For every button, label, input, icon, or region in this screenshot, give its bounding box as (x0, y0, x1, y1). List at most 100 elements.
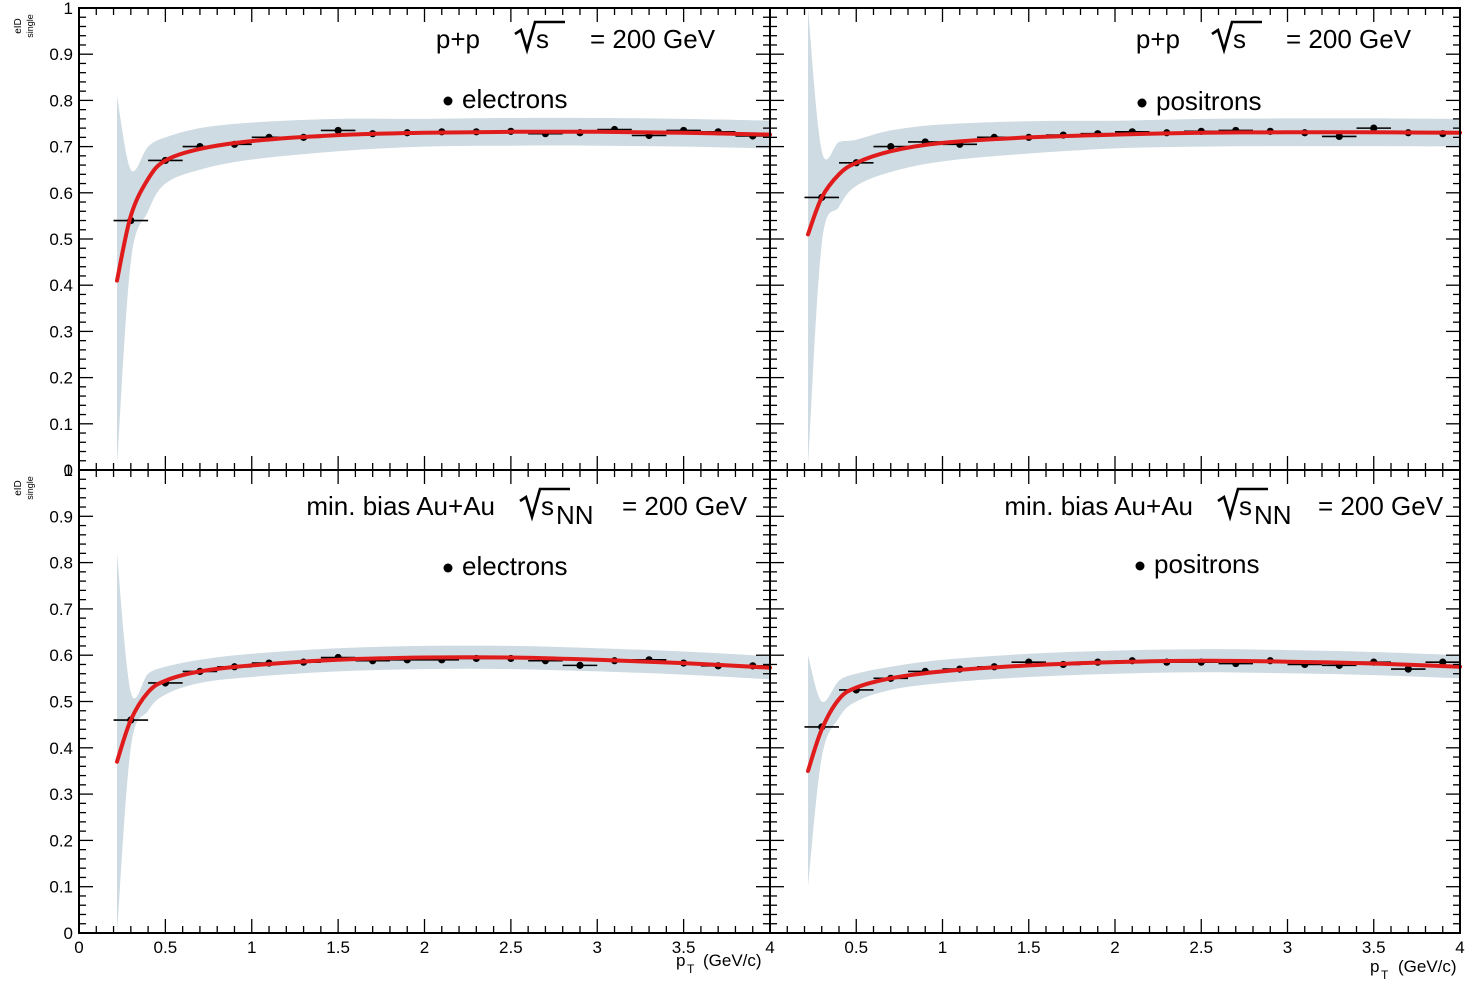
data-marker (1439, 658, 1447, 666)
y-tick-label: 0.5 (49, 230, 73, 249)
x-tick-label: 4 (1455, 938, 1464, 957)
y-tick-label: 0.8 (49, 91, 73, 110)
y-tick-label: 0.1 (49, 415, 73, 434)
y-tick-label: 0.7 (49, 600, 73, 619)
x-tick-label: 0.5 (844, 938, 868, 957)
y-tick-label: 0.2 (49, 369, 73, 388)
x-axis-title-main: p (676, 951, 685, 970)
species-label: positrons (1154, 549, 1260, 579)
data-point (1425, 658, 1460, 666)
x-tick-label: 1.5 (1017, 938, 1041, 957)
y-tick-label: 1 (64, 0, 73, 18)
data-marker (1335, 132, 1343, 141)
sqrt-symbol (514, 20, 565, 55)
y-tick-label: 0.2 (49, 831, 73, 850)
x-tick-label: 3.5 (1362, 938, 1386, 957)
y-tick-label: 0.1 (49, 878, 73, 897)
panel-top-right: p+p s = 200 GeV positrons (769, 7, 1462, 471)
data-point (1322, 132, 1357, 141)
x-axis-title-sub: T (687, 962, 695, 976)
data-point (1356, 124, 1391, 132)
sqrt-s-label: s (1239, 491, 1252, 521)
collision-system-label: p+p (436, 24, 480, 54)
x-tick-label: 3.5 (672, 938, 696, 957)
y-tick-label: 0.8 (49, 554, 73, 573)
y-axis-title-top: eID single (13, 14, 35, 38)
legend-marker (443, 563, 453, 573)
sqrt-symbol (1217, 487, 1268, 522)
y-tick-label: 1 (64, 461, 73, 480)
x-axis-title-sub: T (1381, 968, 1389, 982)
x-tick-label: 2 (420, 938, 429, 957)
sqrt-s-label: s (536, 24, 549, 54)
y-tick-label: 0.3 (49, 322, 73, 341)
energy-label: = 200 GeV (1318, 491, 1444, 521)
x-tick-label: 3 (1283, 938, 1292, 957)
x-tick-label: 1 (938, 938, 947, 957)
x-tick-label: 4 (765, 938, 774, 957)
data-marker (334, 126, 342, 135)
x-tick-label: 2 (1110, 938, 1119, 957)
x-axis-title-unit: (GeV/c) (703, 951, 762, 970)
data-marker (576, 661, 584, 669)
x-tick-label: 3 (593, 938, 602, 957)
sqrt-s-label: s (541, 491, 554, 521)
energy-subscript: NN (1254, 500, 1292, 530)
y-tick-label: 0.9 (49, 45, 73, 64)
systematic-band (808, 649, 1460, 887)
species-label: electrons (462, 551, 568, 581)
data-marker (1370, 124, 1378, 132)
panel-bottom-right: 0.5 1 1.5 2 2.5 3 3.5 4 min. bias Au+Au s NN = 200 … (769, 469, 1465, 957)
y-axis-title-sub: single (25, 14, 35, 38)
collision-system-label: p+p (1136, 24, 1180, 54)
data-marker (1404, 665, 1412, 673)
y-axis-title-bottom: eID single (13, 476, 35, 500)
y-tick-label: 0.6 (49, 184, 73, 203)
y-tick-label: 0 (64, 924, 73, 943)
data-marker (887, 143, 895, 151)
sqrt-s-label: s (1233, 24, 1246, 54)
sqrt-symbol (1211, 20, 1262, 55)
energy-label: = 200 GeV (1286, 24, 1412, 54)
data-point (1391, 665, 1426, 673)
y-tick-label: 0.5 (49, 693, 73, 712)
fit-curve (806, 658, 1462, 773)
legend-marker (443, 96, 453, 106)
y-tick-label: 0.9 (49, 507, 73, 526)
x-axis-title-left: p T (GeV/c) (676, 951, 762, 976)
species-label: electrons (462, 84, 568, 114)
x-axis-title-right: p T (GeV/c) (1370, 957, 1457, 982)
panels: 0 0.1 0.2 0.3 0.4 0.5 0.6 0.7 0.8 0.9 1 p+p s = 200 G… (49, 0, 1464, 957)
species-label: positrons (1156, 86, 1262, 116)
x-tick-label: 2.5 (499, 938, 523, 957)
x-tick-label: 2.5 (1189, 938, 1213, 957)
x-tick-label: 1.5 (326, 938, 350, 957)
y-axis-title-main: eID (13, 480, 24, 496)
x-axis-title-unit: (GeV/c) (1398, 957, 1457, 976)
legend-marker (1135, 561, 1145, 571)
x-tick-label: 1 (247, 938, 256, 957)
panel-bottom-left: 00.10.20.30.40.50.60.70.80.910 0.5 1 1.5 2 2.… (49, 461, 774, 957)
fit-curve (115, 655, 772, 764)
x-axis-title-main: p (1370, 957, 1379, 976)
y-tick-label: 0 (64, 461, 73, 480)
collision-system-label: min. bias Au+Au (306, 491, 495, 521)
y-tick-label: 0.4 (49, 276, 73, 295)
x-tick-label: 0.5 (154, 938, 178, 957)
y-tick-label: 0.6 (49, 646, 73, 665)
y-axis-title-sub: single (25, 476, 35, 500)
data-point (873, 143, 908, 151)
y-tick-label: 0.7 (49, 138, 73, 157)
data-point (562, 661, 598, 669)
y-tick-label: 0.3 (49, 785, 73, 804)
sqrt-symbol (519, 487, 570, 522)
collision-system-label: min. bias Au+Au (1004, 491, 1193, 521)
y-tick-label: 0.4 (49, 739, 73, 758)
energy-label: = 200 GeV (622, 491, 748, 521)
y-axis-title-main: eID (13, 18, 24, 34)
energy-subscript: NN (556, 500, 594, 530)
data-point (320, 126, 356, 135)
fit-curve (115, 129, 772, 283)
